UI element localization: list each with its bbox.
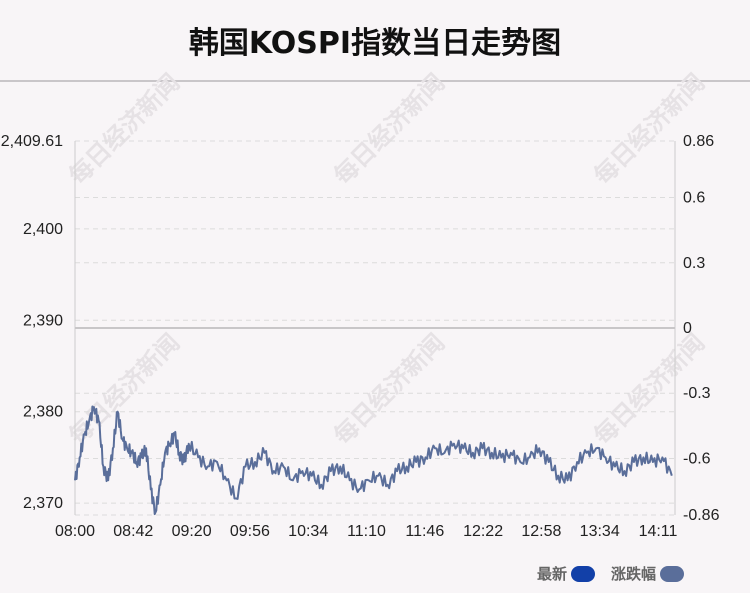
x-tick-label: 11:46 (405, 523, 444, 540)
right-tick-label: -0.6 (683, 450, 711, 467)
kospi-series-line (74, 405, 673, 516)
axes (74, 141, 676, 515)
right-tick-label: -0.86 (683, 507, 720, 524)
right-y-axis-ticks: 0.86 0.6 0.3 0 -0.3 -0.6 -0.86 (683, 133, 720, 524)
x-tick-label: 08:42 (113, 523, 153, 540)
right-tick-label: 0 (683, 320, 692, 337)
left-tick-label: 2,380 (23, 404, 63, 421)
series-layer (74, 405, 673, 516)
watermark-text: 每日经济新闻 (63, 68, 185, 190)
legend-item-latest[interactable]: 最新 (537, 563, 595, 584)
x-tick-label: 13:34 (580, 523, 620, 540)
left-y-axis-ticks: 2,409.61 2,400 2,390 2,380 2,370 (1, 133, 63, 512)
x-tick-label: 12:58 (521, 523, 561, 540)
x-tick-label: 10:34 (288, 523, 328, 540)
chart-title: 韩国KOSPI指数当日走势图 (188, 26, 562, 61)
legend-label-change: 涨跌幅 (610, 565, 656, 583)
x-tick-label: 12:22 (463, 523, 503, 540)
left-tick-label: 2,400 (23, 221, 63, 238)
legend-item-change[interactable]: 涨跌幅 (611, 563, 684, 584)
watermark-text: 每日经济新闻 (328, 68, 450, 190)
watermark-text: 每日经济新闻 (328, 328, 450, 450)
x-tick-label: 09:20 (172, 523, 212, 540)
left-tick-label: 2,370 (23, 495, 63, 512)
x-axis-ticks: 08:00 08:42 09:20 09:56 10:34 11:10 11:46 12:22… (55, 523, 678, 540)
x-tick-label: 14:11 (639, 523, 678, 540)
title-divider (0, 80, 750, 82)
left-tick-label: 2,390 (23, 312, 63, 329)
right-tick-label: 0.86 (683, 133, 714, 150)
legend-swatch-latest (570, 565, 595, 582)
grid-lines (75, 140, 675, 516)
legend-swatch-change (660, 565, 684, 582)
legend: 最新 涨跌幅 (527, 563, 684, 584)
x-tick-label: 09:56 (230, 523, 270, 540)
watermark-text: 每日经济新闻 (588, 68, 710, 190)
right-tick-label: 0.3 (683, 255, 705, 272)
x-tick-label: 08:00 (55, 523, 95, 540)
legend-label-latest: 最新 (536, 565, 567, 583)
left-tick-label: 2,409.61 (1, 133, 63, 150)
x-tick-label: 11:10 (347, 523, 386, 540)
right-tick-label: 0.6 (683, 190, 705, 207)
watermark-text: 每日经济新闻 (63, 328, 185, 450)
right-tick-label: -0.3 (683, 385, 711, 402)
